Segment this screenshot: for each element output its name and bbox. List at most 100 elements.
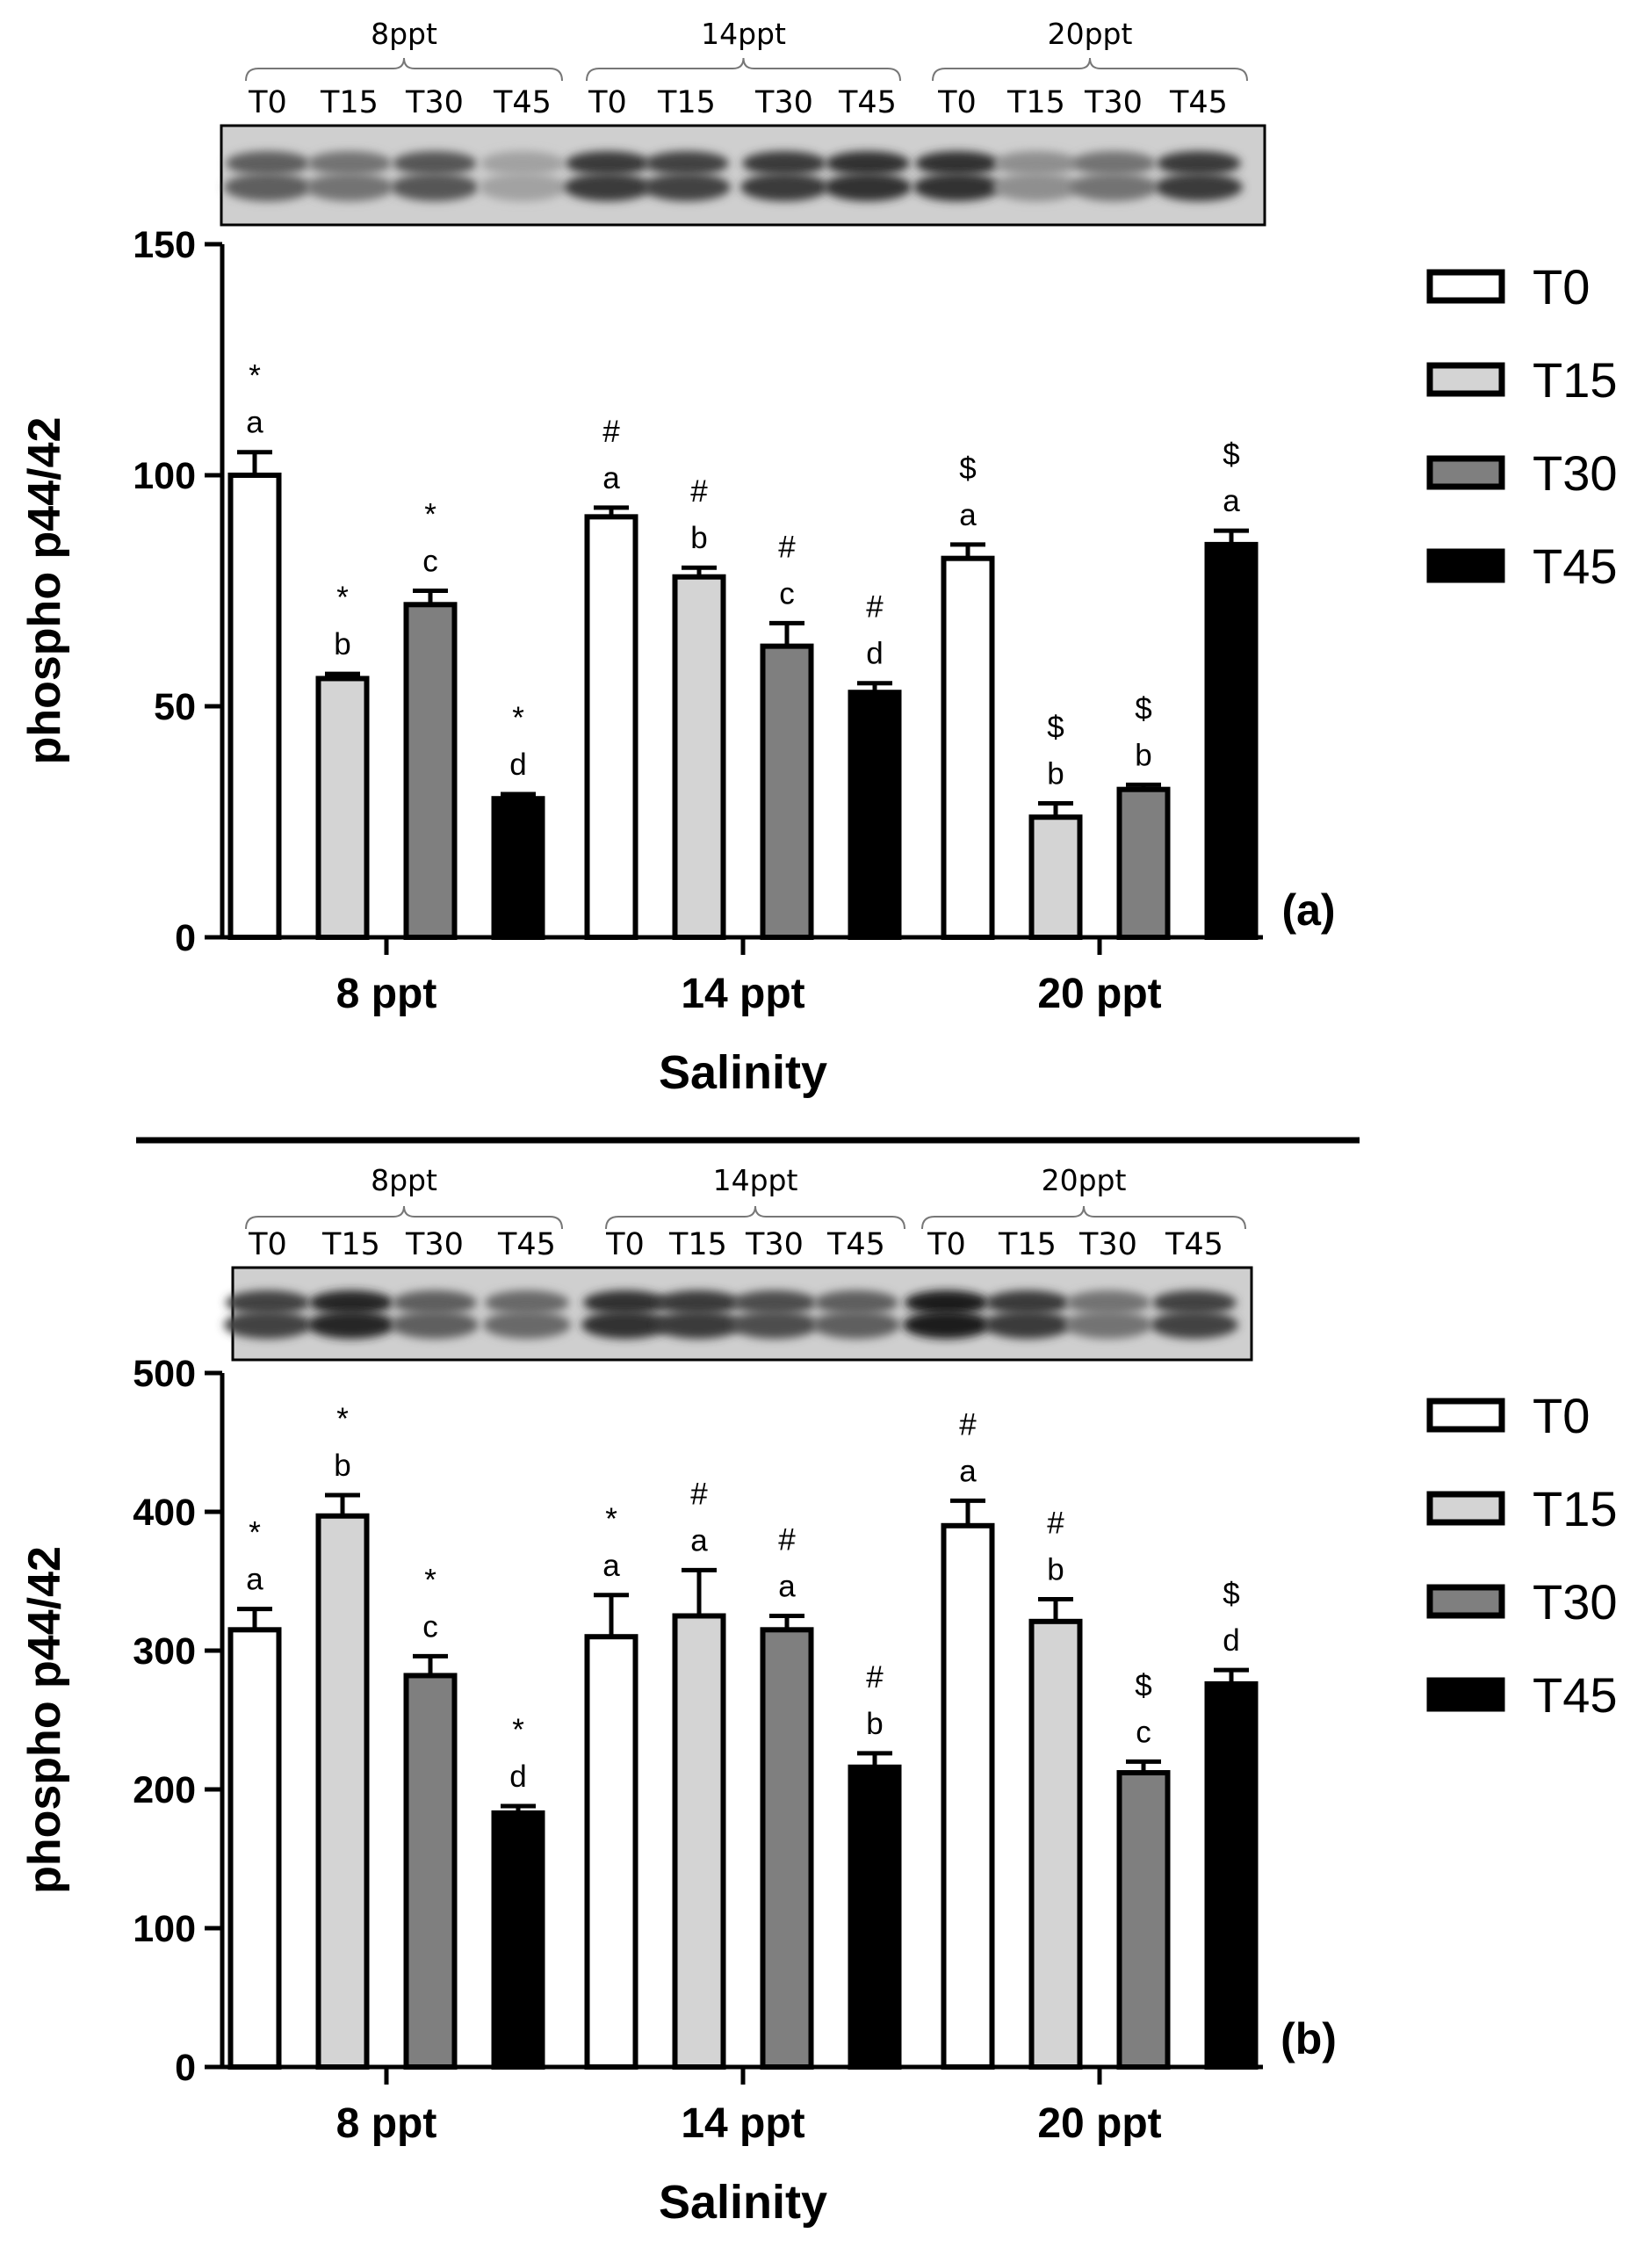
blot-lane-label: T15 — [320, 85, 379, 120]
blot-band — [483, 1311, 571, 1340]
legend-label-t45: T45 — [1533, 538, 1618, 594]
significance-letter: a — [1223, 484, 1240, 518]
blot-band — [826, 150, 910, 176]
blot-lane-label: T30 — [405, 85, 464, 120]
blot-lane-label: T0 — [248, 1227, 287, 1262]
bar-t15 — [1028, 814, 1083, 940]
blot-band — [485, 1290, 569, 1315]
blot-band — [391, 1311, 479, 1340]
blot-lane-label: T15 — [321, 1227, 380, 1262]
legend: T0 T15 T30 T45 — [1426, 1388, 1618, 1723]
blot-band — [654, 1311, 742, 1340]
y-tick-label: 100 — [133, 1908, 196, 1950]
blot-band — [583, 1290, 667, 1315]
significance-letter: a — [959, 1454, 977, 1488]
significance-letter: b — [866, 1707, 883, 1741]
significance-letter: b — [690, 521, 707, 555]
bar-t0 — [941, 555, 995, 940]
significance-symbol: $ — [1223, 1577, 1239, 1611]
bar-t15 — [672, 1613, 726, 2070]
significance-symbol: # — [778, 530, 796, 564]
bar-t15 — [672, 574, 726, 940]
bar-t30 — [760, 643, 814, 940]
significance-symbol: # — [690, 1477, 708, 1511]
blot-lane-label: T30 — [405, 1227, 464, 1262]
blot-group-label: 20ppt — [1048, 17, 1133, 51]
significance-symbol: # — [866, 1660, 884, 1695]
blot-band — [393, 150, 477, 176]
bar-t0 — [227, 1627, 282, 2070]
blot-band — [307, 150, 392, 176]
bar-t30 — [1116, 1770, 1171, 2070]
blot-band — [913, 173, 1001, 202]
blot-band — [566, 150, 650, 176]
blot-band — [393, 1290, 477, 1315]
blot-band — [742, 150, 826, 176]
legend-label-t0: T0 — [1533, 259, 1590, 314]
significance-letter: a — [246, 406, 263, 440]
x-tick-label: 8 ppt — [336, 971, 437, 1017]
blot-group-label: 8ppt — [371, 1163, 437, 1197]
significance-symbol: * — [424, 498, 436, 532]
significance-symbol: # — [1047, 1507, 1064, 1541]
blot-band — [224, 1311, 312, 1340]
blot-lane-label: T0 — [588, 85, 627, 120]
blot-group-label: 20ppt — [1042, 1163, 1127, 1197]
blot-band — [731, 1311, 819, 1340]
blot-band — [309, 1290, 393, 1315]
significance-letter: a — [778, 1570, 796, 1604]
significance-symbol: * — [336, 581, 349, 615]
legend-swatch-t45 — [1426, 548, 1505, 583]
blot-band — [903, 1311, 991, 1340]
blot-band — [224, 173, 312, 202]
blot-band — [226, 150, 310, 176]
significance-symbol: * — [512, 701, 524, 735]
significance-letter: c — [779, 576, 795, 611]
y-tick-label: 300 — [133, 1630, 196, 1673]
significance-symbol: $ — [1047, 710, 1064, 744]
x-axis-label: Salinity — [659, 2176, 827, 2229]
blot-band — [479, 173, 566, 202]
significance-letter: d — [866, 637, 883, 671]
significance-symbol: $ — [1135, 1668, 1151, 1702]
legend-label-t15: T15 — [1533, 352, 1618, 408]
panel-label: (b) — [1280, 2014, 1337, 2063]
blot-group-brace — [921, 1205, 1246, 1230]
bar-t0 — [584, 1634, 638, 2070]
bar-t15 — [315, 1513, 370, 2070]
blot-lane-label: T0 — [605, 1227, 645, 1262]
significance-letter: a — [246, 1563, 263, 1597]
significance-symbol: # — [602, 415, 620, 449]
blot-band — [732, 1290, 817, 1315]
blot-group-brace — [932, 57, 1248, 82]
blot-band — [1152, 1290, 1237, 1315]
blot-lane-label: T15 — [668, 1227, 727, 1262]
blot-lane-label: T30 — [1084, 85, 1143, 120]
blot-lane-label: T30 — [754, 85, 813, 120]
panel-b: 8ppt T0 T15 T30 T45 14ppt T0 T15 T30 T45 20ppt T0 T1… — [19, 1163, 1618, 2229]
bar-t45 — [848, 690, 902, 940]
significance-symbol: $ — [1135, 691, 1151, 726]
blot-band — [307, 1311, 395, 1340]
blot-lane-label: T30 — [1078, 1227, 1137, 1262]
blot-group-label: 8ppt — [371, 17, 437, 51]
significance-letter: d — [1223, 1623, 1239, 1658]
significance-letter: b — [1135, 738, 1151, 772]
legend-swatch-t0 — [1426, 269, 1505, 304]
blot-band — [905, 1290, 989, 1315]
blot-band — [1151, 1311, 1238, 1340]
legend-swatch-t30 — [1426, 1584, 1505, 1619]
blot-band — [992, 173, 1080, 202]
blot-group-label: 14ppt — [713, 1163, 798, 1197]
y-tick-label: 0 — [175, 2047, 196, 2089]
blot-lane-label: T0 — [248, 85, 287, 120]
blot-lane-label: T45 — [497, 1227, 556, 1262]
bar-t30 — [1116, 786, 1171, 940]
western-blot: 8ppt T0 T15 T30 T45 14ppt T0 T15 T30 T45 20ppt T0 T1… — [220, 17, 1266, 227]
significance-letter: a — [602, 1549, 620, 1583]
significance-symbol: * — [249, 1516, 261, 1550]
y-tick-label: 50 — [154, 686, 196, 728]
legend-swatch-t45 — [1426, 1677, 1505, 1712]
blot-group-label: 14ppt — [701, 17, 786, 51]
